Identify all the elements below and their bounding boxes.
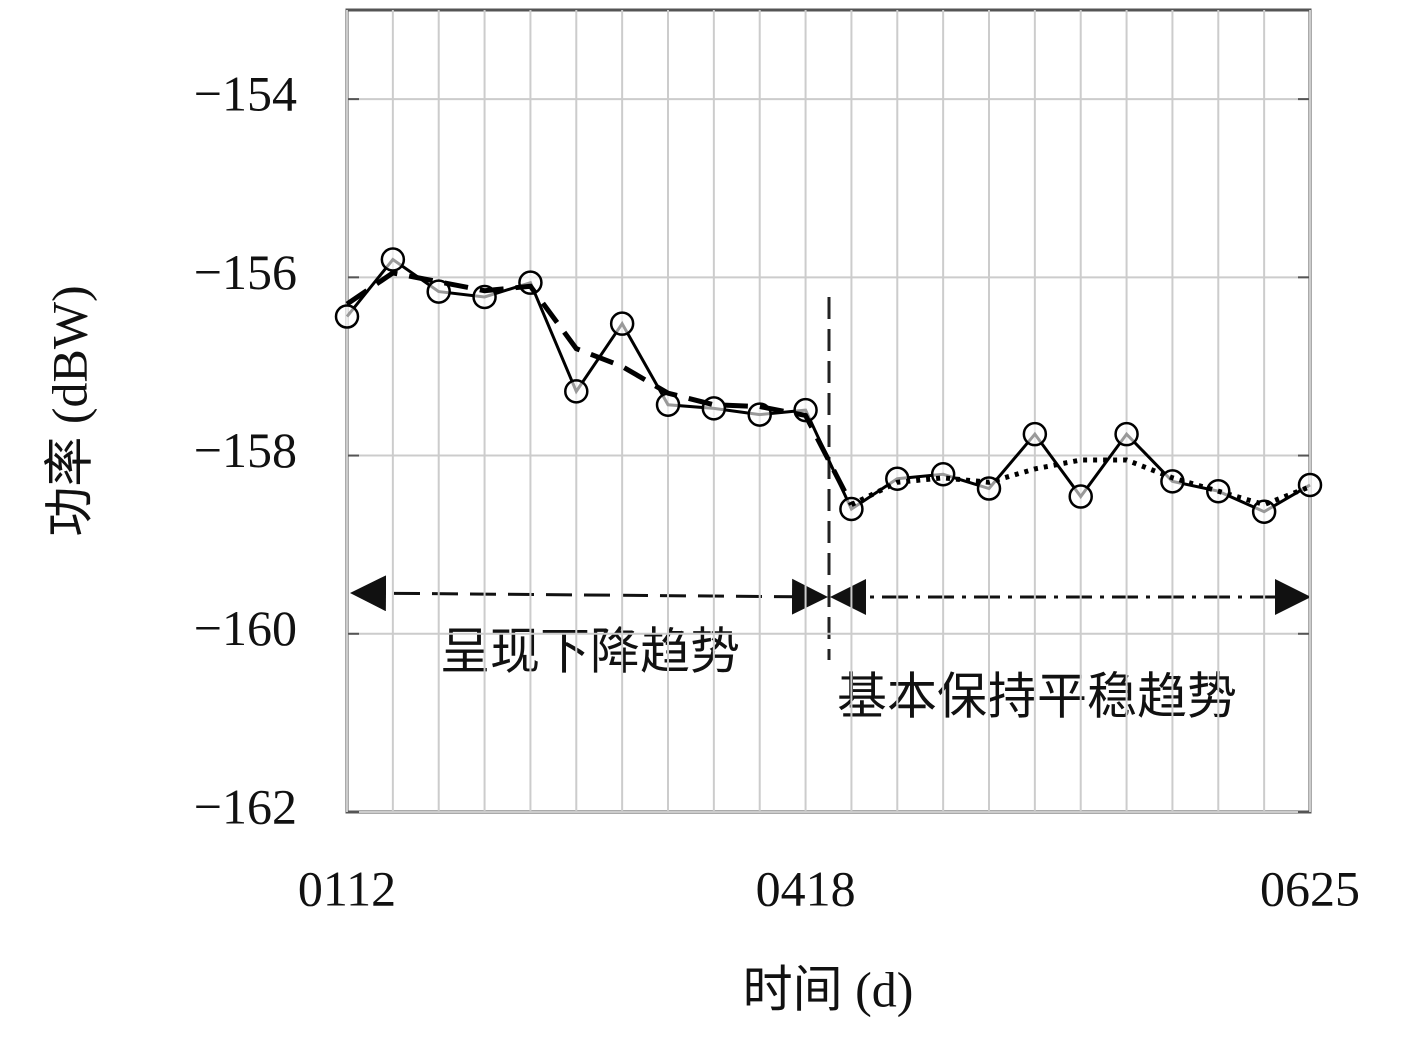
data-point [1068, 484, 1093, 509]
x-tick-label: 0112 [298, 860, 396, 916]
annotation: 基本保持平稳趋势 [837, 668, 1237, 724]
y-tick-label: −162 [194, 778, 297, 834]
data-point [1160, 469, 1185, 494]
data-point [1022, 421, 1048, 447]
data-point [380, 247, 406, 272]
data-point [839, 496, 864, 522]
y-tick-label: −156 [194, 244, 297, 300]
data-point [609, 311, 635, 336]
data-point [334, 304, 360, 329]
series-line [850, 457, 1311, 508]
y-tick-label: −154 [194, 66, 297, 122]
y-tick-label: −158 [194, 422, 297, 478]
y-axis-label: 功率 (dBW) [41, 285, 97, 536]
arrow [350, 575, 828, 615]
data-point [564, 379, 589, 404]
x-tick-label: 0625 [1260, 860, 1360, 916]
data-point [976, 476, 1002, 501]
x-axis-label: 时间 (d) [743, 961, 914, 1017]
data-point [1297, 472, 1323, 498]
series-line [345, 270, 854, 506]
data-point [930, 462, 956, 487]
x-tick-label: 0418 [756, 860, 856, 916]
series-line [345, 257, 1311, 514]
data-point [1251, 499, 1277, 524]
y-tick-label: −160 [194, 600, 297, 656]
data-point [426, 279, 451, 304]
data-point [1114, 421, 1139, 447]
